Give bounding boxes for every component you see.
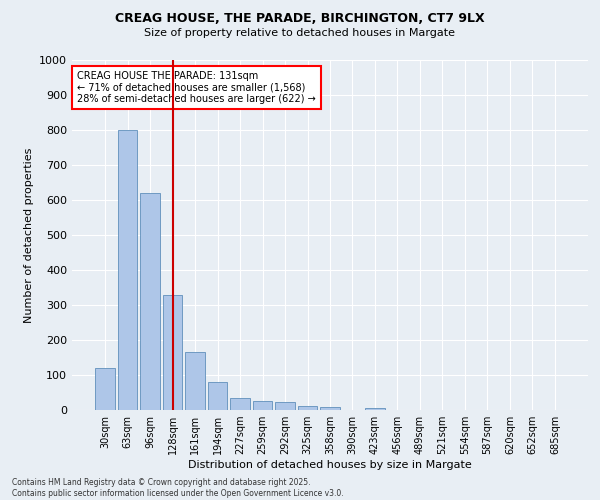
Y-axis label: Number of detached properties: Number of detached properties — [23, 148, 34, 322]
Text: CREAG HOUSE THE PARADE: 131sqm
← 71% of detached houses are smaller (1,568)
28% : CREAG HOUSE THE PARADE: 131sqm ← 71% of … — [77, 70, 316, 104]
Bar — [230, 398, 250, 410]
Bar — [208, 382, 227, 410]
Bar — [163, 294, 182, 410]
Text: CREAG HOUSE, THE PARADE, BIRCHINGTON, CT7 9LX: CREAG HOUSE, THE PARADE, BIRCHINGTON, CT… — [115, 12, 485, 26]
Bar — [185, 352, 205, 410]
Text: Size of property relative to detached houses in Margate: Size of property relative to detached ho… — [145, 28, 455, 38]
Bar — [253, 401, 272, 410]
Bar — [320, 407, 340, 410]
Bar — [365, 408, 385, 410]
Text: Contains HM Land Registry data © Crown copyright and database right 2025.
Contai: Contains HM Land Registry data © Crown c… — [12, 478, 344, 498]
Bar — [275, 402, 295, 410]
Bar — [298, 406, 317, 410]
Bar — [95, 368, 115, 410]
X-axis label: Distribution of detached houses by size in Margate: Distribution of detached houses by size … — [188, 460, 472, 470]
Bar — [140, 193, 160, 410]
Bar — [118, 130, 137, 410]
